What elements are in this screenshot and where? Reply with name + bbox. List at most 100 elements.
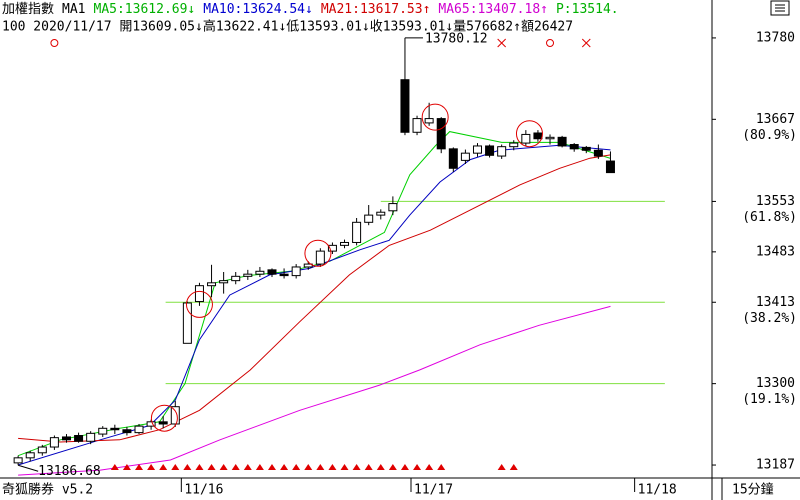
signal-triangle xyxy=(292,464,301,470)
signal-triangle xyxy=(207,464,216,470)
candle-up xyxy=(98,427,108,435)
signal-triangle xyxy=(171,464,180,470)
x-tick-label: 11/16 xyxy=(184,483,223,498)
candle-down xyxy=(400,79,410,133)
leader-line xyxy=(17,464,39,472)
candle-up xyxy=(509,142,519,148)
candle-up xyxy=(364,214,374,223)
candle-up xyxy=(521,133,531,144)
candle-down xyxy=(158,421,168,425)
candle-up xyxy=(315,250,325,265)
period-label: 15分鐘 xyxy=(732,482,774,498)
menu-icon[interactable] xyxy=(770,0,790,16)
signal-triangle xyxy=(219,464,228,470)
candle-up xyxy=(219,280,229,284)
legend-entry: MA65:13407.18↑ xyxy=(438,2,548,17)
candle-up xyxy=(25,452,35,459)
signal-triangle xyxy=(159,464,168,470)
ma-line xyxy=(18,305,611,476)
signal-triangle xyxy=(122,464,131,470)
y-tick-label: 13667 xyxy=(756,112,795,127)
footer-label: 奇狐勝券 v5.2 xyxy=(2,482,93,498)
candle-up xyxy=(352,221,362,243)
signal-circle xyxy=(304,239,332,267)
candle-down xyxy=(581,146,591,151)
candle-down xyxy=(569,144,579,150)
header-row: 加權指數 MA1 MA5:13612.69↓ MA10:13624.54↓ MA21:1… xyxy=(2,2,619,17)
signal-triangle xyxy=(413,464,422,470)
candle-up xyxy=(194,285,204,303)
candle-up xyxy=(340,241,350,246)
signal-triangle xyxy=(376,464,385,470)
signal-triangle xyxy=(183,464,192,470)
y-tick-label: 13187 xyxy=(756,458,795,473)
ma-line xyxy=(18,154,611,443)
high-label: 13780.12 xyxy=(425,31,488,46)
signal-triangle xyxy=(110,464,119,470)
x-tick-label: 11/17 xyxy=(414,483,453,498)
signal-triangle xyxy=(388,464,397,470)
legend-entry: P:13514. xyxy=(556,2,619,17)
y-tick-label: 13553 xyxy=(756,194,795,209)
candle-up xyxy=(13,457,23,464)
signal-triangle xyxy=(340,464,349,470)
signal-triangle xyxy=(400,464,409,470)
signal-triangle xyxy=(280,464,289,470)
candle-up xyxy=(182,302,192,344)
header-row: 100 2020/11/17 開13609.05↓高13622.41↓低1359… xyxy=(2,19,573,35)
candle-up xyxy=(255,270,265,275)
candle-down xyxy=(279,273,289,277)
candle-up xyxy=(170,406,180,425)
candle-up xyxy=(424,118,434,124)
signal-circle xyxy=(421,103,449,131)
legend-entry: MA10:13624.54↓ xyxy=(203,2,313,17)
candle-up xyxy=(231,275,241,282)
candle-down xyxy=(122,429,132,434)
candle-down xyxy=(267,269,277,275)
signal-triangle xyxy=(304,464,313,470)
signal-triangle xyxy=(425,464,434,470)
top-marker xyxy=(50,39,59,47)
candle-up xyxy=(376,211,386,216)
candle-down xyxy=(110,427,120,431)
x-tick-label: 11/18 xyxy=(638,483,677,498)
candle-up xyxy=(388,203,398,212)
signal-circle xyxy=(515,120,543,148)
signal-triangle xyxy=(328,464,337,470)
candle-down xyxy=(74,435,84,442)
signal-triangle xyxy=(437,464,446,470)
candle-up xyxy=(327,244,337,252)
signal-triangle xyxy=(509,464,518,470)
signal-triangle xyxy=(255,464,264,470)
candle-down xyxy=(485,145,495,156)
candle-up xyxy=(134,425,144,434)
signal-triangle xyxy=(195,464,204,470)
signal-circle xyxy=(185,290,213,318)
candle-up xyxy=(545,136,555,140)
y-tick-label: 13413 xyxy=(756,295,795,310)
legend-entry: MA1 xyxy=(62,2,85,17)
candle-up xyxy=(49,437,59,448)
top-marker xyxy=(546,39,555,47)
candle-down xyxy=(557,136,567,147)
signal-triangle xyxy=(352,464,361,470)
candle-down xyxy=(593,149,603,157)
fib-label: (61.8%) xyxy=(742,210,797,225)
y-tick-label: 13780 xyxy=(756,30,795,45)
candle-down xyxy=(436,118,446,150)
low-label: 13186.68 xyxy=(38,464,101,479)
candle-up xyxy=(291,266,301,277)
ma-line xyxy=(17,144,611,466)
legend-entry: 加權指數 xyxy=(2,2,54,17)
candle-down xyxy=(61,436,71,441)
signal-triangle xyxy=(497,464,506,470)
candle-up xyxy=(472,145,482,154)
legend-entry: MA5:13612.69↓ xyxy=(94,2,196,17)
signal-triangle xyxy=(267,464,276,470)
candle-up xyxy=(146,421,156,427)
candle-down xyxy=(533,132,543,140)
top-marker xyxy=(497,38,507,48)
signal-triangle xyxy=(135,464,144,470)
